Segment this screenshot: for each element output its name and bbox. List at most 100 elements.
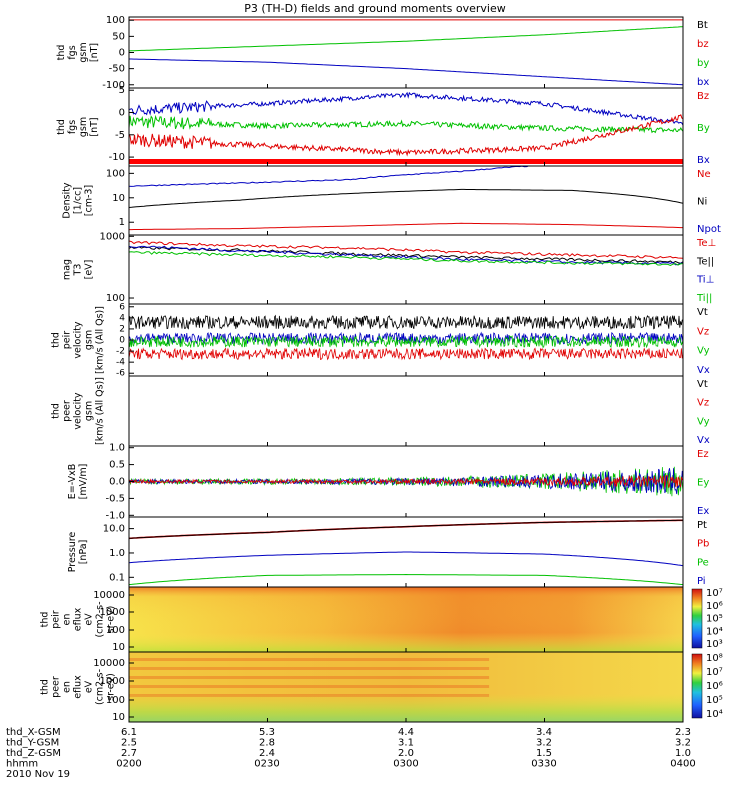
y-axis-label: gsm [84, 330, 95, 350]
tick-label: 50 [112, 31, 125, 42]
legend-Pb: Pb [697, 539, 709, 550]
tick-label: 100 [106, 695, 125, 706]
colorbar-label: 10⁷ [706, 667, 723, 678]
status-bar [129, 159, 683, 164]
tick-label: -5 [115, 130, 125, 141]
plot-area-density [129, 166, 683, 231]
y-axis-label: fgs [67, 120, 78, 134]
legend-Ti||: Ti|| [696, 293, 712, 304]
y-axis-label: velocity [73, 392, 84, 430]
tick-label: 1.0 [109, 548, 125, 559]
tick-label: -10 [109, 152, 125, 163]
xaxis-value: 6.1 [121, 727, 137, 738]
legend-Pe: Pe [697, 557, 709, 568]
series-Vz [129, 346, 683, 361]
tick-label: 10 [112, 712, 125, 723]
tick-label: 1.0 [109, 443, 125, 454]
xaxis-value: 1.5 [536, 748, 552, 759]
colorbar-label: 10⁵ [706, 614, 723, 625]
y-axis-label: [1/cc] [73, 187, 84, 214]
xaxis-value: 3.1 [398, 738, 414, 749]
y-axis-label: fgs [67, 45, 78, 59]
colorbar-label: 10³ [706, 639, 723, 650]
plot-area-pressure [129, 519, 683, 586]
spectrogram-overlay [129, 587, 683, 652]
colorbar-label: 10⁴ [706, 709, 723, 720]
series-Vy [129, 335, 683, 349]
colorbar-label: 10⁶ [706, 681, 723, 692]
tick-label: -0.5 [105, 493, 125, 504]
xaxis-row-label: thd_Y-GSM [6, 738, 59, 749]
xaxis-value: 3.2 [536, 738, 552, 749]
y-axis-label: en [62, 681, 73, 693]
series-Bz [129, 114, 683, 157]
date-label: 2010 Nov 19 [6, 769, 70, 780]
tick-label: 100 [106, 625, 125, 636]
y-axis-label: thd [51, 403, 62, 419]
legend-Npot: Npot [697, 224, 721, 235]
panel-frame [128, 16, 684, 89]
tick-label: 6 [119, 302, 125, 312]
colorbar [691, 653, 703, 719]
y-axis-label: velocity [73, 321, 84, 359]
series-Pi [129, 551, 683, 567]
panel-frame [128, 234, 684, 305]
legend-By: By [697, 123, 710, 134]
tick-label: 10 [112, 193, 125, 204]
colorbar-label: 10⁷ [706, 588, 723, 599]
panel-density [128, 165, 684, 236]
series-Ez [129, 474, 683, 488]
plot-area-fgs_dsl [129, 91, 683, 164]
series-Ti-perp [129, 245, 683, 266]
tick-label: 0.1 [109, 572, 125, 583]
legend-Ne: Ne [697, 169, 711, 180]
y-axis-label: E=-VxB [67, 464, 78, 499]
series-Ne [129, 222, 683, 231]
xaxis-value: 0400 [670, 759, 695, 770]
tick-label: 10000 [93, 658, 125, 669]
y-axis-label: peir [51, 610, 62, 629]
legend-Vy: Vy [697, 416, 710, 427]
series-by [129, 26, 683, 52]
xaxis-value: 2.4 [259, 748, 275, 759]
y-axis-label: [mV/m] [78, 464, 89, 500]
legend-Pi: Pi [697, 576, 706, 587]
panel-peir_vel [128, 303, 684, 377]
legend-Ti⊥: Ti⊥ [696, 275, 714, 286]
y-axis-label: thd [56, 119, 67, 135]
tick-label: 1000 [100, 607, 125, 618]
y-axis-label: thd [56, 45, 67, 61]
y-axis-label: Pressure [67, 532, 78, 573]
series-Ti-par [129, 251, 683, 267]
colorbar-label: 10⁸ [706, 653, 723, 664]
y-axis-label: sr-eV) [106, 673, 117, 701]
tick-label: -100 [102, 80, 125, 91]
y-axis-label: gsm [78, 42, 89, 62]
plot-area-temp [129, 240, 683, 267]
series-Bx [129, 91, 683, 126]
tick-label: 100 [106, 15, 125, 26]
tick-label: 0 [119, 336, 125, 346]
xaxis-value: 2.8 [259, 738, 275, 749]
y-axis-label: peer [51, 676, 62, 698]
y-axis-label: (cm2-s- [95, 601, 106, 637]
series-By [129, 114, 683, 134]
colorbar-label: 10⁵ [706, 695, 723, 706]
tick-label: 1000 [100, 676, 125, 687]
y-axis-label: thd [40, 679, 51, 695]
panel-peer_spec [128, 651, 703, 723]
xaxis-row-label: thd_Z-GSM [6, 748, 61, 759]
panel-pressure [128, 516, 684, 588]
legend-Bt: Bt [697, 20, 708, 31]
panel-peir_spec [128, 586, 703, 653]
tick-label: -6 [116, 369, 125, 379]
y-axis-label: [km/s (All Qs)] [95, 377, 106, 445]
panel-fgs_dsl [128, 87, 684, 167]
y-axis-label: mag [62, 259, 73, 280]
y-axis-label: eV [84, 680, 95, 693]
series-Npot [129, 166, 536, 187]
legend-Vx: Vx [697, 365, 710, 376]
y-axis-label: [nT] [89, 117, 100, 136]
tick-label: 0.5 [109, 460, 125, 471]
